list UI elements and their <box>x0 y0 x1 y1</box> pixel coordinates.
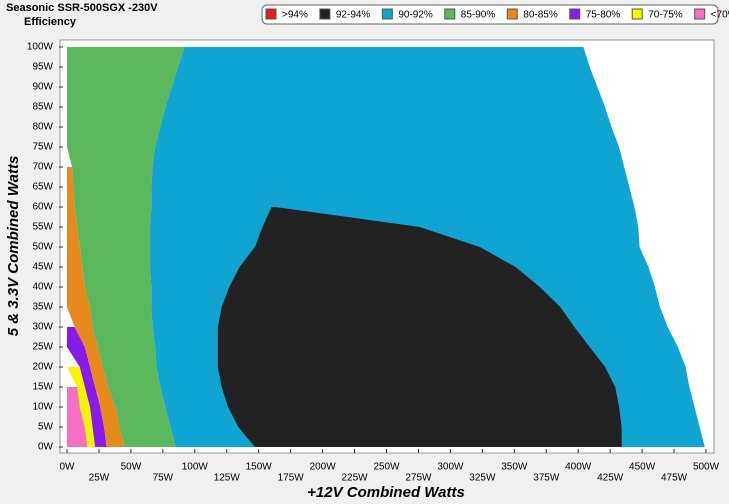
x-tick-label: 150W <box>246 462 273 473</box>
x-tick-label: 275W <box>405 473 432 484</box>
y-tick-label: 75W <box>32 142 53 153</box>
legend <box>261 4 719 25</box>
y-tick-label: 0W <box>38 442 54 453</box>
x-tick-label: 300W <box>437 462 464 473</box>
x-tick-label: 200W <box>310 462 337 473</box>
y-tick-label: 100W <box>27 42 54 53</box>
x-tick-label: 350W <box>501 462 528 473</box>
legend-label: 85-90% <box>461 10 496 21</box>
y-tick-label: 60W <box>32 202 53 213</box>
x-tick-label: 375W <box>533 473 560 484</box>
y-tick-label: 55W <box>32 222 53 233</box>
x-tick-label: 500W <box>693 462 720 473</box>
x-tick-label: 475W <box>661 473 688 484</box>
y-tick-label: 5W <box>38 422 54 433</box>
y-tick-label: 90W <box>32 82 53 93</box>
chart-subtitle: Efficiency <box>24 16 77 28</box>
x-tick-label: 0W <box>60 462 76 473</box>
x-tick-label: 25W <box>89 473 110 484</box>
legend-swatch <box>694 8 706 20</box>
y-tick-label: 35W <box>32 302 53 313</box>
legend-label: 80-85% <box>523 10 558 21</box>
y-tick-label: 70W <box>32 162 53 173</box>
efficiency-region <box>67 167 125 447</box>
x-tick-label: 425W <box>597 473 624 484</box>
legend-swatch <box>265 8 277 20</box>
y-tick-label: 50W <box>32 242 53 253</box>
legend-swatch <box>631 8 643 20</box>
efficiency-region <box>67 367 96 447</box>
y-tick-label: 20W <box>32 362 53 373</box>
x-tick-label: 325W <box>469 473 496 484</box>
legend-swatch <box>444 8 456 20</box>
legend-swatch <box>506 8 518 20</box>
y-tick-label: 45W <box>32 262 53 273</box>
y-tick-label: 30W <box>32 322 53 333</box>
x-tick-label: 125W <box>214 473 241 484</box>
chart-title: Seasonic SSR-500SGX -230V <box>6 2 158 14</box>
y-tick-label: 95W <box>32 62 53 73</box>
efficiency-region <box>67 327 107 447</box>
y-tick-label: 65W <box>32 182 53 193</box>
legend-label: >94% <box>282 10 308 21</box>
legend-label: 90-92% <box>398 10 433 21</box>
legend-swatch <box>381 8 393 20</box>
legend-swatch <box>569 8 581 20</box>
y-tick-label: 80W <box>32 122 53 133</box>
efficiency-region <box>217 207 622 447</box>
legend-label: 70-75% <box>648 10 683 21</box>
x-tick-label: 225W <box>341 473 368 484</box>
y-tick-label: 15W <box>32 382 53 393</box>
x-tick-label: 50W <box>121 462 142 473</box>
x-tick-label: 450W <box>629 462 656 473</box>
legend-label: 92-94% <box>336 10 371 21</box>
efficiency-region <box>67 387 88 447</box>
y-tick-label: 85W <box>32 102 53 113</box>
legend-label: 75-80% <box>586 10 621 21</box>
y-tick-label: 10W <box>32 402 53 413</box>
x-tick-label: 400W <box>565 462 592 473</box>
x-axis-label: +12V Combined Watts <box>307 484 465 501</box>
y-tick-label: 40W <box>32 282 53 293</box>
legend-label: <70% <box>711 10 729 21</box>
legend-swatch <box>319 8 331 20</box>
x-tick-label: 100W <box>182 462 209 473</box>
x-tick-label: 75W <box>153 473 174 484</box>
x-tick-label: 175W <box>278 473 305 484</box>
x-tick-label: 250W <box>373 462 400 473</box>
y-tick-label: 25W <box>32 342 53 353</box>
y-axis-label: 5 & 3.3V Combined Watts <box>5 156 22 337</box>
